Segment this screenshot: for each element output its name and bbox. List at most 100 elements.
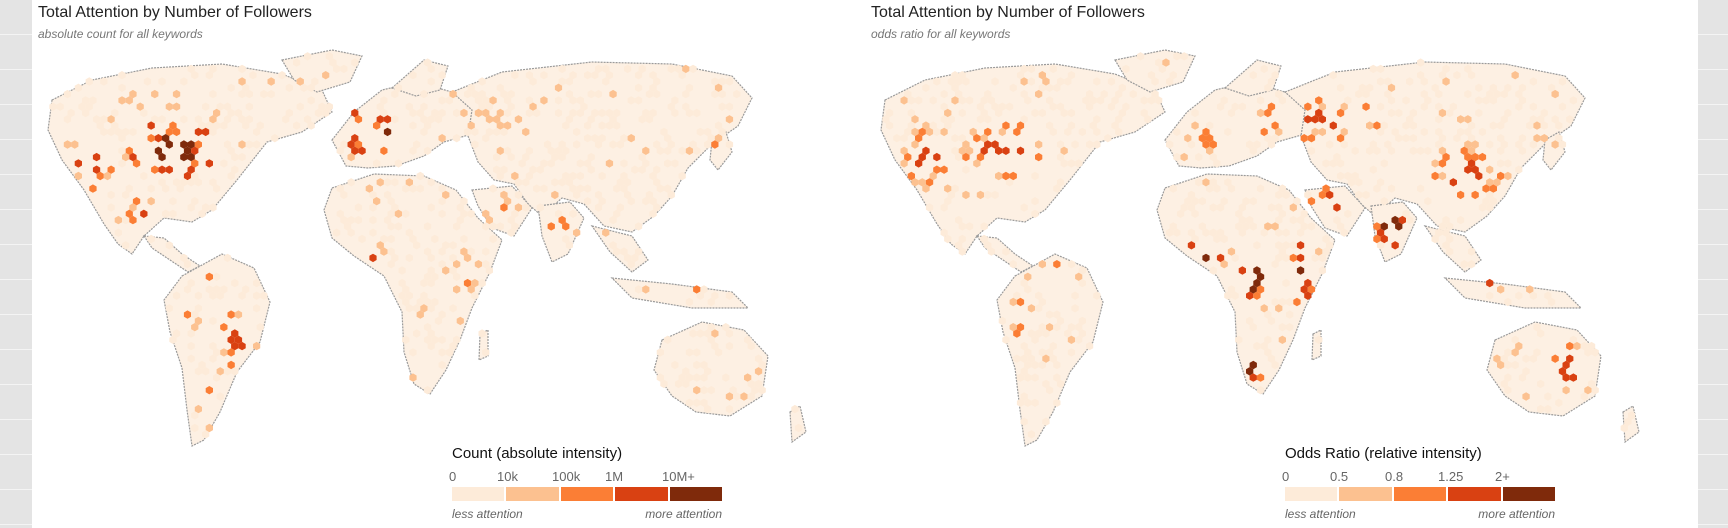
hexbin-cell [154, 134, 162, 143]
hexbin-cell [1518, 146, 1527, 155]
hexbin-cell [380, 234, 388, 244]
hexbin-cell [685, 398, 694, 407]
hexbin-cell [1264, 134, 1272, 143]
hexbin-cell [303, 52, 312, 61]
hexbin-cell [700, 285, 708, 294]
hexbin-cell [151, 115, 159, 124]
hexbin-cell [1464, 165, 1472, 174]
legend-tick: 10k [497, 469, 518, 484]
hexbin-cell [1417, 58, 1425, 67]
legend-color-scale [452, 487, 723, 501]
hexbin-cell [1286, 323, 1294, 332]
hexbin-cell [213, 184, 221, 193]
hexbin-cell [191, 146, 199, 155]
hexbin-cell [1460, 146, 1468, 155]
hexbin-cell [569, 209, 577, 218]
hexbin-cell [689, 64, 697, 74]
hexbin-cell [107, 165, 115, 174]
hexbin-cell [907, 108, 915, 118]
hexbin-cell [987, 247, 995, 256]
hexbin-cell [209, 203, 217, 212]
hexbin-cell [1289, 203, 1297, 212]
hexbin-cell [231, 341, 239, 351]
map-legend: Odds Ratio (relative intensity) 0 0.5 0.… [1282, 445, 1556, 525]
hexbin-cell [598, 134, 606, 143]
hexbin-cell [1009, 171, 1017, 181]
hexbin-cell [958, 134, 966, 143]
hexbin-cell [507, 152, 515, 162]
hexbin-cell [1457, 127, 1465, 137]
hexbin-cell [1016, 323, 1025, 332]
hexbin-cell [187, 341, 195, 351]
hexbin-cell [991, 102, 999, 111]
hexbin-cell [278, 71, 286, 80]
hexbin-cell [438, 260, 446, 269]
hexbin-cell [980, 234, 988, 244]
hexbin-cell [940, 115, 948, 124]
hexbin-cell [1471, 140, 1479, 149]
hexbin-cell [616, 203, 624, 212]
hexbin-cell [1246, 215, 1254, 225]
hexbin-cell [1016, 398, 1025, 407]
hexbin-cell [642, 108, 650, 118]
hexbin-cell [649, 171, 657, 181]
hexbin-cell [1002, 171, 1010, 181]
hexbin-cell [198, 209, 206, 218]
hexbin-cell [1249, 360, 1257, 370]
hexbin-cell [1002, 247, 1010, 256]
hexbin-cell [573, 228, 581, 237]
hexbin-cell [980, 146, 988, 155]
hexbin-cell [1249, 373, 1257, 382]
hexbin-cell [209, 127, 217, 137]
hexbin-cell [162, 184, 170, 193]
hexbin-cell [194, 404, 202, 414]
hexbin-cell [754, 367, 763, 376]
hexbin-cell [653, 203, 661, 212]
hexbin-cell [369, 190, 377, 200]
hexbin-cell [1489, 197, 1497, 206]
hexbin-cell [955, 89, 963, 99]
hexbin-cell [1486, 278, 1494, 288]
hexbin-cell [1409, 121, 1417, 130]
hexbin-cell [1296, 215, 1305, 225]
hexbin-cell [1533, 121, 1541, 130]
hexbin-cell [82, 96, 90, 105]
hexbin-cell [725, 329, 734, 338]
hexbin-cell [453, 108, 461, 118]
hexbin-cell [1115, 127, 1123, 137]
hexbin-cell [1442, 228, 1450, 237]
hexbin-cell [416, 184, 424, 193]
hexbin-cell [911, 127, 919, 137]
hexbin-cell [1307, 146, 1316, 155]
hexbin-cell [507, 89, 515, 99]
hexbin-cell [107, 115, 115, 124]
hexbin-cell [1064, 127, 1072, 137]
hexbin-cell [642, 285, 650, 294]
hexbin-cell [1504, 159, 1512, 168]
hexbin-cell [1322, 247, 1330, 256]
hexbin-cell [653, 77, 661, 86]
hexbin-cell [493, 127, 501, 137]
hexbin-cell [722, 373, 730, 382]
hexbin-cell [1227, 184, 1236, 193]
hexbin-cell [1442, 64, 1450, 74]
hexbin-cell [1307, 197, 1316, 206]
hexbin-cell [1467, 260, 1476, 269]
hexbin-cell [591, 134, 599, 143]
hexbin-cell [1038, 108, 1046, 118]
hexbin-cell [1326, 190, 1334, 200]
hexbin-cell [180, 115, 188, 124]
hexbin-cell [1115, 115, 1123, 124]
hexbin-cell [1322, 184, 1330, 193]
hexbin-cell [1046, 83, 1054, 92]
hexbin-cell [602, 77, 610, 86]
hexbin-cell [514, 203, 523, 212]
hexbin-cell [976, 115, 985, 124]
hexbin-cell [1187, 140, 1196, 149]
hexbin-cell [1551, 140, 1559, 149]
hexbin-cell [569, 71, 577, 80]
hexbin-cell [689, 140, 697, 149]
hexbin-cell [180, 140, 188, 149]
hexbin-cell [1275, 304, 1283, 313]
hexbin-cell [1395, 134, 1403, 143]
